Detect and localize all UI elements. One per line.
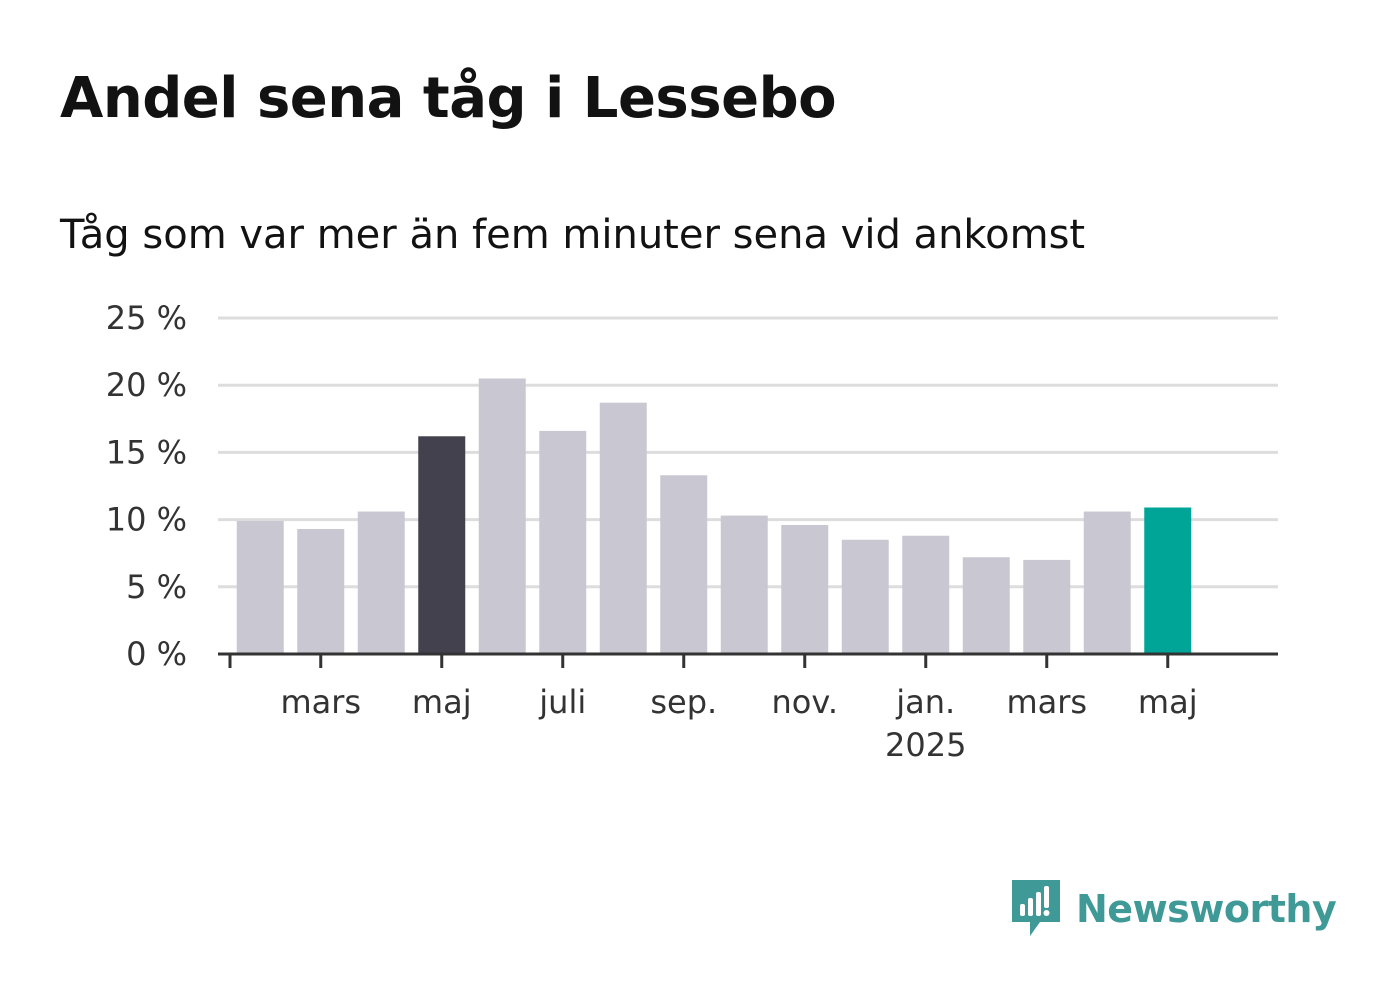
bar-2024-07 [539,430,587,654]
y-tick-label: 0 % [126,635,187,673]
bar-2024-10 [720,515,768,654]
x-tick-label: maj [412,683,472,721]
y-axis-ticks: 0 % 5 % 10 % 15 % 20 % 25 % [106,299,187,673]
x-tick-label: mars [1006,683,1087,721]
chart-subtitle: Tåg som var mer än fem minuter sena vid … [60,212,1086,258]
x-tick-label: mars [280,683,361,721]
x-axis-ticks: mars maj juli sep. nov. jan. 2025 mars maj [280,683,1197,764]
x-tick-sublabel: 2025 [885,726,966,764]
y-tick-label: 10 % [106,501,187,539]
chart-title: Andel sena tåg i Lessebo [60,66,837,131]
bar-2024-12 [841,539,889,654]
newsworthy-logo-icon [1012,880,1060,936]
y-tick-label: 25 % [106,299,187,337]
y-tick-label: 15 % [106,433,187,471]
bars [236,378,1192,654]
bar-2024-03 [297,529,345,654]
bar-2025-02 [962,557,1010,654]
bar-2024-11 [781,524,829,654]
bar-2025-01 [902,535,950,654]
x-axis [218,652,1278,668]
bar-2024-09 [660,475,708,654]
bar-2024-04 [357,511,405,654]
bar-2025-03 [1023,559,1071,654]
y-tick-label: 20 % [106,366,187,404]
bar-2024-08 [599,402,647,654]
x-tick-label: jan. [895,683,955,721]
bar-2024-02 [236,520,284,654]
bar-2024-05 [418,436,466,654]
newsworthy-logo: Newsworthy [1010,878,1337,940]
bar-2025-05 [1144,507,1192,654]
x-tick-label: maj [1138,683,1198,721]
bar-2025-04 [1083,511,1131,654]
y-tick-label: 5 % [126,568,187,606]
bar-2024-06 [478,378,526,654]
x-tick-label: juli [538,683,586,721]
newsworthy-logo-text: Newsworthy [1076,887,1337,931]
x-tick-label: sep. [650,683,717,721]
x-tick-label: nov. [772,683,838,721]
